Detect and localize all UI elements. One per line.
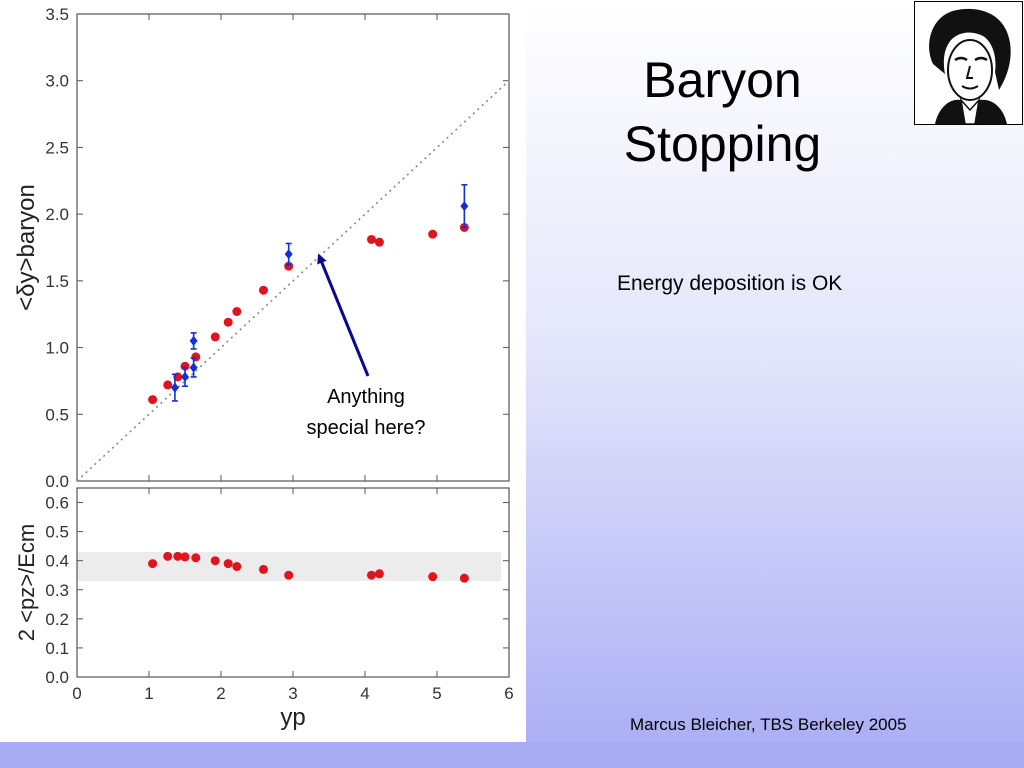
- top-blue-diamond: [460, 201, 469, 212]
- annotation-line1: Anything: [327, 386, 405, 408]
- top-y-axis-label: <δy>baryon: [13, 184, 40, 311]
- slide-subtitle: Energy deposition is OK: [617, 272, 843, 295]
- top-blue-diamond: [189, 335, 198, 346]
- bottom-red-point: [284, 570, 294, 580]
- x-tick-label: 3: [288, 684, 297, 703]
- bottom-y-tick-label: 0.6: [45, 494, 69, 513]
- bottom-y-tick-label: 0.2: [45, 610, 69, 629]
- top-red-point: [428, 229, 438, 239]
- x-axis-label: yp: [280, 704, 305, 731]
- top-y-tick-label: 2.0: [45, 205, 69, 224]
- top-red-point: [210, 332, 220, 342]
- top-red-point: [180, 361, 190, 371]
- top-red-point: [374, 237, 384, 247]
- bottom-red-point: [173, 551, 183, 561]
- slide-title: Baryon Stopping: [560, 48, 885, 176]
- top-y-tick-label: 0.5: [45, 405, 69, 424]
- bottom-y-axis-label: 2 <pz>/Ecm: [14, 524, 39, 641]
- bottom-red-point: [428, 572, 438, 582]
- top-red-point: [148, 395, 158, 405]
- x-tick-label: 4: [360, 684, 369, 703]
- bottom-y-tick-label: 0.5: [45, 523, 69, 542]
- bottom-red-point: [148, 559, 158, 569]
- x-tick-label: 0: [72, 684, 81, 703]
- top-red-point: [191, 352, 201, 362]
- bottom-red-point: [459, 573, 469, 583]
- top-y-tick-label: 3.5: [45, 5, 69, 24]
- bottom-red-point: [210, 556, 220, 566]
- annotation-line2: special here?: [306, 417, 426, 439]
- bottom-y-tick-label: 0.3: [45, 581, 69, 600]
- top-y-tick-label: 0.0: [45, 472, 69, 491]
- x-tick-label: 6: [504, 684, 513, 703]
- title-line1: Baryon: [643, 52, 802, 108]
- slide-footer: Marcus Bleicher, TBS Berkeley 2005: [630, 715, 907, 734]
- bottom-y-tick-label: 0.1: [45, 639, 69, 658]
- x-tick-label: 2: [216, 684, 225, 703]
- top-y-tick-label: 1.5: [45, 272, 69, 291]
- x-tick-label: 1: [144, 684, 153, 703]
- top-red-point: [366, 234, 376, 244]
- top-blue-diamond: [181, 371, 189, 382]
- top-blue-diamond: [284, 249, 293, 260]
- bottom-red-point: [180, 552, 190, 562]
- bottom-red-point: [366, 570, 376, 580]
- bottom-y-tick-label: 0.0: [45, 668, 69, 687]
- baryon-stopping-chart: 0.0 0.5 1.0 1.5 2.0 2.5 3.0 3.5 <δy>baryon 0 1 2 3 4…: [13, 5, 514, 731]
- annotation-arrow: [317, 253, 370, 377]
- bottom-red-point: [191, 553, 201, 563]
- title-line2: Stopping: [623, 116, 822, 172]
- top-red-point: [284, 261, 294, 271]
- bottom-red-point: [223, 559, 233, 569]
- top-blue-diamond: [189, 362, 198, 373]
- reference-diagonal-line: [76, 80, 510, 482]
- bottom-red-point: [163, 551, 173, 561]
- top-y-tick-label: 3.0: [45, 72, 69, 91]
- x-tick-label: 5: [432, 684, 441, 703]
- bottom-red-point: [258, 564, 268, 574]
- plot-panel: 0.0 0.5 1.0 1.5 2.0 2.5 3.0 3.5 <δy>baryon 0 1 2 3 4…: [0, 0, 526, 742]
- bottom-red-point: [374, 569, 384, 579]
- bottom-plot: 0 1 2 3 4 5 6 0.0 0.1 0.2 0.3 0.4 0.5 0.6 2 <pz>/Ecm yp: [14, 487, 514, 731]
- top-red-point: [232, 307, 242, 317]
- top-y-tick-label: 1.0: [45, 339, 69, 358]
- bottom-plot-frame: [76, 487, 510, 678]
- top-red-point: [258, 285, 268, 295]
- top-red-point: [223, 317, 233, 327]
- bottom-strip: [0, 742, 1024, 768]
- top-y-tick-label: 2.5: [45, 138, 69, 157]
- top-plot: 0.0 0.5 1.0 1.5 2.0 2.5 3.0 3.5 <δy>baryon: [13, 5, 510, 491]
- bottom-y-tick-label: 0.4: [45, 552, 69, 571]
- annotation-text: Anything special here?: [280, 382, 452, 444]
- bottom-red-point: [232, 562, 242, 572]
- goethe-portrait-icon: [914, 1, 1023, 125]
- top-red-point: [163, 380, 173, 390]
- top-blue-diamond: [170, 382, 179, 393]
